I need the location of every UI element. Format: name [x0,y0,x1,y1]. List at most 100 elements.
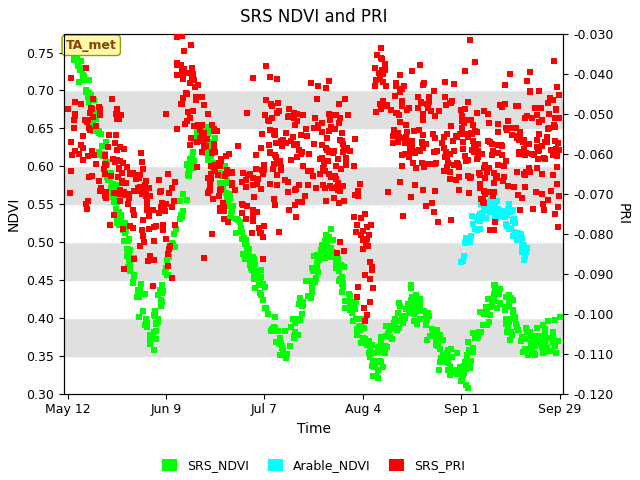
Point [214,159,225,167]
Point [490,214,500,222]
Point [543,196,553,204]
Point [270,131,280,138]
Point [354,323,364,331]
Point [545,348,555,355]
Point [172,71,182,79]
Point [205,180,215,188]
Point [248,74,259,82]
Point [485,311,495,318]
Point [340,157,351,165]
Point [532,136,542,144]
Point [316,247,326,255]
Point [449,368,460,375]
Point [429,88,439,96]
Point [549,151,559,158]
Point [111,213,122,220]
Point [178,207,188,215]
Point [209,163,219,171]
Point [227,169,237,177]
Point [91,115,101,123]
Point [141,318,152,326]
Point [317,141,327,148]
Point [163,170,173,178]
Point [330,172,340,180]
Point [325,116,335,124]
Point [536,336,547,344]
Point [100,192,110,200]
Point [265,148,275,156]
Point [377,66,387,74]
Point [197,137,207,144]
Point [520,347,531,354]
Point [531,335,541,342]
Point [108,156,118,163]
Point [270,313,280,321]
Point [337,137,347,144]
Point [465,347,476,355]
Point [102,158,113,166]
Point [419,110,429,118]
Point [198,130,208,138]
Point [248,213,259,221]
Point [257,131,267,138]
Point [355,322,365,330]
Point [551,106,561,113]
Bar [64,204,563,242]
Point [319,237,330,245]
Point [106,184,116,192]
Point [419,308,429,315]
Point [145,252,156,260]
Point [526,332,536,339]
Point [278,347,288,354]
Point [334,199,344,206]
Point [415,147,425,155]
Point [449,147,460,155]
Point [90,151,100,159]
Point [246,263,256,270]
Point [252,208,262,216]
Point [520,335,531,343]
Point [289,113,299,121]
Point [88,96,99,104]
Point [468,220,479,228]
Point [290,121,300,129]
Point [356,339,366,347]
Point [520,168,531,175]
Point [456,106,467,114]
Point [340,95,350,102]
Point [389,127,399,134]
Point [197,148,207,156]
Point [370,82,380,89]
Point [317,155,327,162]
Point [326,173,336,181]
Point [424,98,435,106]
Point [317,241,327,249]
Point [481,201,491,209]
Point [419,163,429,171]
Point [494,210,504,218]
Point [440,153,450,160]
Point [393,129,403,137]
Point [367,266,377,274]
Point [478,211,488,218]
Point [518,336,529,343]
Point [311,274,321,282]
Point [70,112,80,120]
Point [353,187,364,195]
Point [490,285,500,292]
Point [486,200,496,208]
Point [258,233,268,241]
Point [155,188,165,195]
Point [445,168,455,176]
Point [394,324,404,332]
Point [293,300,303,308]
Point [280,130,291,137]
Point [378,342,388,350]
Point [492,172,502,180]
Point [195,127,205,134]
Point [313,123,323,131]
Point [406,67,417,75]
Point [532,155,543,163]
Point [180,89,191,97]
Point [291,185,301,193]
